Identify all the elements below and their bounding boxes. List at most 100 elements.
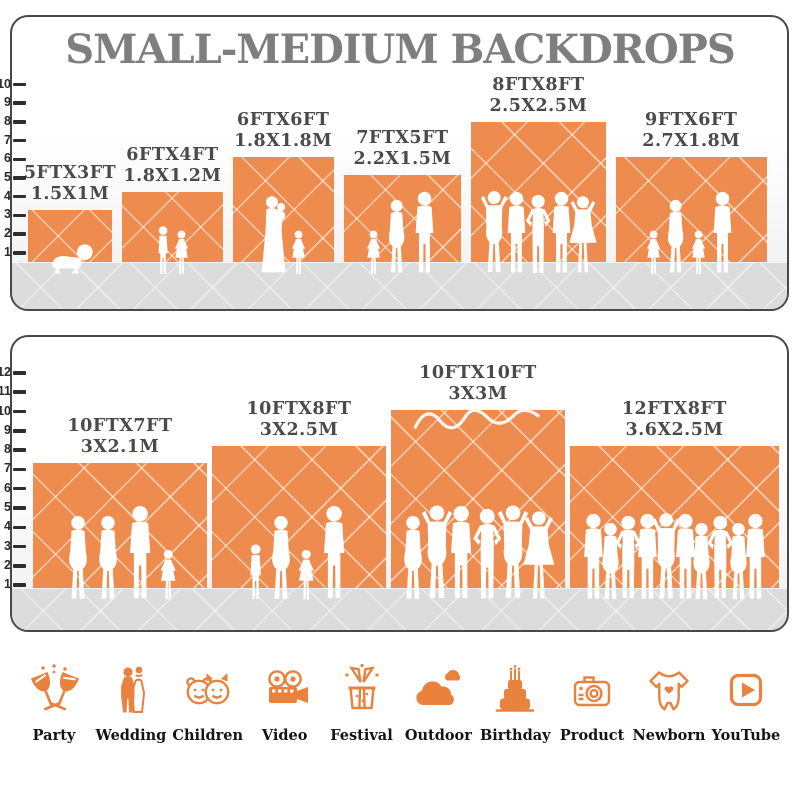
ruler-tick-dash	[13, 390, 26, 394]
category-item-outdoor: Outdoor	[400, 662, 476, 744]
people-silhouette-man	[704, 191, 741, 275]
ruler-tick-label: 1	[4, 244, 11, 259]
size-meters: 3.6X2.5M	[625, 419, 724, 440]
festival-icon	[334, 662, 390, 718]
ruler-tick-dash	[13, 101, 26, 105]
category-label: Party	[32, 727, 76, 744]
ruler-tick-label: 12	[0, 364, 11, 379]
ruler-tick-label: 2	[4, 226, 11, 241]
youtube-icon	[718, 662, 774, 718]
category-label: Children	[172, 727, 244, 744]
backdrop-box	[33, 463, 207, 588]
backdrop-size-label: 10FTX8FT 3X2.5M	[184, 399, 414, 441]
people-silhouette-woman-dress	[516, 510, 562, 601]
ruler-tick-dash	[13, 564, 26, 568]
ruler-tick-label: 7	[4, 132, 11, 147]
size-meters: 2.5X2.5M	[489, 96, 588, 116]
size-feet: 10FTX10FT	[419, 363, 537, 383]
category-label: Video	[261, 727, 308, 744]
ruler-tick-label: 5	[4, 500, 11, 514]
wedding-icon	[103, 662, 159, 718]
backdrop-box	[212, 445, 386, 588]
category-item-video: Video	[247, 662, 323, 744]
category-item-birthday: Birthday	[477, 662, 553, 744]
backdrop-box	[343, 174, 462, 262]
backdrop-box	[28, 209, 112, 262]
people-silhouette-girl	[155, 548, 181, 601]
size-feet: 9FTX6FT	[645, 110, 738, 130]
ruler-tick-dash	[13, 429, 26, 433]
ruler-tick-label: 9	[4, 95, 11, 110]
outdoor-icon	[410, 662, 466, 718]
category-item-newborn: Newborn	[631, 662, 707, 744]
size-meters: 1.8X1.2M	[123, 166, 222, 186]
children-icon	[180, 662, 236, 718]
people-silhouette-woman-dress	[563, 195, 603, 275]
ruler-tick-dash	[13, 525, 26, 530]
ruler-tick-dash	[13, 251, 26, 255]
ruler-tick-dash	[13, 232, 26, 236]
ruler-tick-dash	[13, 448, 26, 452]
panel2-floor	[12, 589, 787, 630]
product-icon	[564, 662, 620, 718]
ruler-tick-label: 3	[4, 538, 11, 553]
backdrop-size-label: 5FTX3FT 1.5X1M	[0, 163, 185, 205]
ruler-tick-label: 10	[0, 76, 11, 91]
ruler-tick-label: 10	[0, 403, 11, 418]
party-icon	[26, 662, 82, 718]
ruler-tick-dash	[13, 213, 26, 218]
size-meters: 2.2X1.5M	[353, 148, 452, 169]
size-meters: 3X3M	[448, 384, 508, 404]
ruler-tick-dash	[13, 194, 26, 199]
size-meters: 3X2.1M	[80, 437, 160, 458]
ruler-tick-label: 2	[4, 557, 11, 572]
category-item-product: Product	[554, 662, 630, 744]
people-silhouette-girl	[170, 229, 193, 275]
ruler-tick-dash	[13, 506, 26, 510]
category-label: Birthday	[479, 727, 551, 744]
video-icon	[257, 662, 313, 718]
size-feet: 5FTX3FT	[23, 162, 117, 183]
ruler-tick-label: 9	[4, 422, 11, 437]
ruler-tick-label: 7	[4, 461, 11, 476]
size-meters: 3X2.5M	[259, 419, 339, 440]
backdrop-size-label: 8FTX8FT 2.5X2.5M	[423, 75, 653, 117]
ruler-tick-dash	[13, 409, 26, 414]
category-row: Party Wedding Children	[0, 662, 800, 744]
backdrop-size-label: 6FTX6FT 1.8X1.8M	[168, 110, 398, 152]
ruler-tick-dash	[13, 371, 26, 375]
ruler-tick-label: 4	[4, 519, 11, 534]
people-silhouette-man	[313, 505, 355, 601]
backdrop-size-label: 12FTX8FT 3.6X2.5M	[559, 399, 789, 441]
size-feet: 6FTX4FT	[126, 145, 219, 165]
ruler-tick-dash	[13, 138, 26, 143]
backdrop-size-label: 10FTX7FT 3X2.1M	[5, 416, 235, 458]
birthday-icon	[487, 662, 543, 718]
ruler-tick-dash	[13, 544, 26, 549]
people-silhouette-man	[736, 513, 775, 601]
size-feet: 8FTX8FT	[492, 75, 585, 95]
size-feet: 10FTX7FT	[67, 416, 173, 437]
people-silhouette-man	[406, 191, 443, 275]
newborn-icon	[641, 662, 697, 718]
category-label: Festival	[330, 727, 393, 744]
ruler-tick-dash	[13, 157, 26, 162]
size-feet: 7FTX5FT	[356, 127, 449, 148]
ruler-tick-label: 5	[4, 170, 11, 184]
ruler-tick-dash	[13, 486, 26, 491]
ruler-tick-dash	[13, 120, 26, 124]
page-title: SMALL-MEDIUM BACKDROPS	[65, 26, 735, 73]
ruler-tick-dash	[13, 583, 26, 587]
backdrop-size-label: 7FTX5FT 2.2X1.5M	[287, 128, 517, 170]
ruler-tick-label: 6	[4, 151, 11, 166]
size-feet: 12FTX8FT	[621, 398, 727, 419]
backdrop-size-label: 9FTX6FT 2.7X1.8M	[576, 110, 800, 152]
size-feet: 6FTX6FT	[237, 110, 330, 130]
category-item-youtube: YouTube	[708, 662, 784, 744]
size-meters: 1.8X1.8M	[234, 131, 333, 151]
ruler-tick-label: 4	[4, 188, 11, 203]
ruler-tick-dash	[13, 82, 26, 87]
category-item-children: Children	[170, 662, 246, 744]
decorative-script	[413, 410, 540, 430]
